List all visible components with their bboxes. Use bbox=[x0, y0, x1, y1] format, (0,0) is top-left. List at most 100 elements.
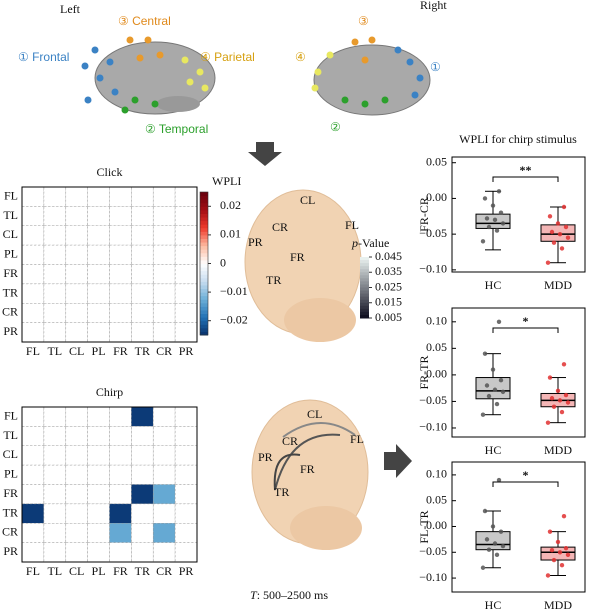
heatmap-cell bbox=[109, 406, 132, 427]
y-axis-label: FL-TR bbox=[417, 510, 431, 543]
colorbar-step bbox=[200, 267, 208, 272]
heatmap-cell bbox=[87, 322, 110, 343]
legend-tick-label: 0.005 bbox=[375, 310, 402, 324]
data-point bbox=[555, 221, 561, 226]
x-tick-label: MDD bbox=[544, 278, 572, 292]
legend-step bbox=[360, 314, 369, 319]
heatmap-cell bbox=[21, 445, 45, 466]
heatmap-cell bbox=[152, 426, 176, 447]
data-point bbox=[484, 383, 490, 388]
col-label: PR bbox=[179, 344, 194, 358]
heatmap-cell bbox=[131, 426, 154, 447]
data-point bbox=[561, 204, 567, 210]
heatmap-cell bbox=[21, 503, 45, 524]
heatmap-cell bbox=[43, 503, 67, 524]
legend-step bbox=[360, 290, 369, 295]
heatmap-cell bbox=[131, 206, 154, 227]
x-tick-label: HC bbox=[485, 278, 502, 292]
data-point bbox=[494, 228, 500, 233]
region-marker: ① bbox=[430, 60, 441, 74]
data-point bbox=[563, 392, 569, 398]
colorbar-step bbox=[200, 234, 208, 239]
colorbar-step bbox=[200, 324, 208, 329]
row-label: TR bbox=[3, 505, 18, 519]
data-point bbox=[500, 221, 506, 226]
row-label: TL bbox=[3, 428, 18, 442]
significance-label: * bbox=[523, 314, 529, 328]
electrode-label: FR bbox=[300, 462, 315, 476]
heatmap-cell bbox=[21, 186, 45, 207]
data-point bbox=[555, 539, 561, 545]
col-label: FL bbox=[26, 344, 40, 358]
heatmap-cell bbox=[109, 484, 132, 505]
heatmap-cell bbox=[43, 264, 67, 285]
heatmap-cell bbox=[21, 225, 45, 246]
y-tick-label: −0.05 bbox=[419, 544, 447, 558]
data-point bbox=[492, 541, 498, 546]
heatmap-frame bbox=[21, 186, 198, 343]
heatmap-cell bbox=[65, 445, 88, 466]
colorbar-tick-label: 0.01 bbox=[220, 227, 241, 241]
col-label: TL bbox=[47, 564, 62, 578]
heatmap-cell bbox=[87, 484, 110, 505]
legend-title-rest: -Value bbox=[358, 236, 389, 250]
y-tick-label: −0.10 bbox=[419, 420, 447, 434]
heatmap-cell bbox=[109, 542, 132, 563]
region-label: ① Frontal bbox=[18, 50, 69, 64]
heatmap-cell bbox=[109, 464, 132, 485]
legend-step bbox=[360, 266, 369, 270]
electrode-label: CR bbox=[272, 220, 288, 234]
col-label: CL bbox=[69, 344, 84, 358]
data-point bbox=[494, 552, 500, 558]
heatmap-cell bbox=[65, 484, 88, 505]
col-label: PL bbox=[92, 344, 106, 358]
colorbar-step bbox=[200, 306, 208, 311]
data-point bbox=[557, 398, 563, 403]
data-point bbox=[486, 393, 492, 399]
data-point bbox=[547, 375, 553, 380]
data-point bbox=[563, 224, 569, 230]
legend-title-p: p bbox=[351, 236, 358, 250]
heatmap-cell bbox=[65, 542, 88, 563]
legend-tick-label: 0.015 bbox=[375, 295, 402, 309]
colorbar-tick-label: −0.02 bbox=[220, 312, 248, 326]
heatmap-cell bbox=[65, 522, 88, 543]
heatmap-cell bbox=[43, 283, 67, 304]
heatmap-cell bbox=[21, 426, 45, 447]
data-point bbox=[551, 404, 557, 409]
colorbar-step bbox=[200, 270, 208, 275]
data-point bbox=[557, 231, 563, 237]
colorbar-step bbox=[200, 281, 208, 286]
data-point bbox=[486, 224, 492, 230]
colorbar-step bbox=[200, 238, 208, 243]
data-point bbox=[559, 246, 565, 251]
x-tick-label: HC bbox=[485, 598, 502, 609]
electrode-label: CL bbox=[307, 407, 322, 421]
heatmap-cell bbox=[174, 206, 198, 227]
colorbar-tick-label: 0 bbox=[220, 255, 226, 269]
heatmap-cell bbox=[109, 206, 132, 227]
heatmap-cell bbox=[21, 406, 45, 427]
heatmap-cell bbox=[174, 464, 198, 485]
legend-step bbox=[360, 269, 369, 273]
heatmap-cell bbox=[131, 445, 154, 466]
colorbar-step bbox=[200, 292, 208, 297]
heatmap-cell bbox=[174, 186, 198, 207]
data-point bbox=[482, 508, 488, 514]
col-label: CR bbox=[156, 344, 172, 358]
heatmap-cell bbox=[131, 322, 154, 343]
x-tick-label: HC bbox=[485, 443, 502, 457]
heatmap-cell bbox=[174, 426, 198, 447]
brain-left bbox=[81, 36, 216, 115]
heatmap-cell bbox=[152, 503, 176, 524]
data-point bbox=[547, 214, 553, 219]
heatmap-cell bbox=[152, 244, 176, 265]
heatmap-cell bbox=[65, 283, 88, 304]
heatmap-cell bbox=[152, 484, 176, 505]
heatmap-cell bbox=[87, 186, 110, 207]
row-label: TR bbox=[3, 285, 18, 299]
heatmap-cell bbox=[43, 186, 67, 207]
heatmap-cell bbox=[43, 225, 67, 246]
data-point bbox=[498, 210, 504, 215]
plot-frame bbox=[451, 461, 586, 593]
